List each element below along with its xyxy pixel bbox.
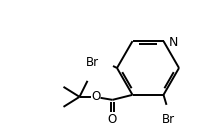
Text: O: O — [91, 90, 100, 103]
Text: Br: Br — [86, 56, 99, 69]
Text: O: O — [108, 113, 117, 126]
Text: N: N — [169, 36, 178, 49]
Text: Br: Br — [162, 113, 175, 126]
